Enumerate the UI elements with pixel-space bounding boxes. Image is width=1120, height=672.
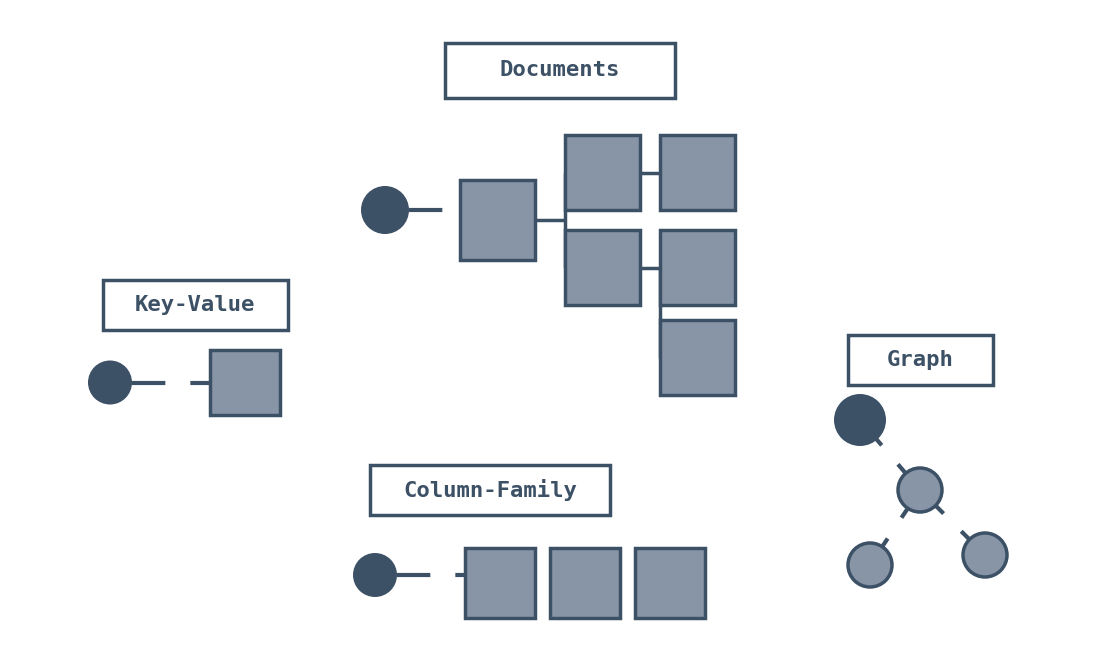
Text: Key-Value: Key-Value (134, 295, 255, 315)
Circle shape (898, 468, 942, 512)
FancyBboxPatch shape (660, 320, 735, 395)
Circle shape (963, 533, 1007, 577)
FancyBboxPatch shape (564, 135, 640, 210)
FancyBboxPatch shape (660, 230, 735, 305)
FancyBboxPatch shape (635, 548, 704, 618)
FancyBboxPatch shape (465, 548, 535, 618)
Text: Column-Family: Column-Family (403, 479, 577, 501)
FancyBboxPatch shape (660, 135, 735, 210)
FancyBboxPatch shape (370, 465, 610, 515)
Text: Graph: Graph (887, 350, 953, 370)
FancyBboxPatch shape (848, 335, 992, 385)
Text: Documents: Documents (500, 60, 620, 80)
Circle shape (834, 394, 886, 446)
FancyBboxPatch shape (211, 350, 280, 415)
FancyBboxPatch shape (103, 280, 288, 330)
FancyBboxPatch shape (460, 180, 535, 260)
FancyBboxPatch shape (445, 42, 675, 97)
Circle shape (848, 543, 892, 587)
FancyBboxPatch shape (550, 548, 620, 618)
Circle shape (353, 553, 396, 597)
Circle shape (88, 360, 132, 405)
FancyBboxPatch shape (564, 230, 640, 305)
Circle shape (361, 186, 409, 234)
